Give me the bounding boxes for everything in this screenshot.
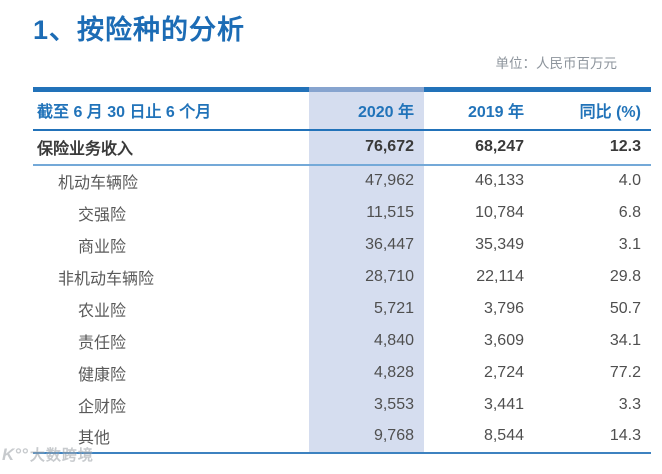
- row-label: 农业险: [78, 302, 127, 320]
- row-value-2019: 2,724: [483, 363, 524, 381]
- row-value-2019: 35,349: [475, 235, 524, 253]
- column-header-2020: 2020 年: [309, 87, 424, 131]
- table-body: 保险业务收入 76,672 68,247 12.3 机动车辆险 47,962 4…: [33, 129, 651, 453]
- row-value-2020: 36,447: [309, 228, 424, 261]
- row-value-2019: 3,796: [483, 299, 524, 317]
- table-row: 非机动车辆险 28,710 22,114 29.8: [33, 260, 651, 293]
- watermark-logo-icon: K°°: [2, 444, 28, 464]
- row-value-2019: 22,114: [476, 267, 524, 285]
- row-value-2020: 11,515: [309, 196, 424, 229]
- row-value-yoy: 3.1: [618, 235, 641, 253]
- column-header-yoy: 同比 (%): [534, 87, 651, 131]
- insurance-analysis-table: 截至 6 月 30 日止 6 个月 2020 年 2019 年 同比 (%) 保…: [33, 87, 651, 454]
- row-label: 健康险: [78, 366, 127, 384]
- row-label: 保险业务收入: [37, 141, 134, 158]
- row-value-2020: 3,553: [309, 388, 424, 421]
- row-value-yoy: 14.3: [609, 427, 641, 444]
- column-header-period: 截至 6 月 30 日止 6 个月: [33, 87, 309, 131]
- row-value-yoy: 6.8: [618, 203, 641, 221]
- row-value-yoy: 50.7: [609, 299, 641, 317]
- row-label: 责任险: [78, 334, 127, 352]
- table-header-row: 截至 6 月 30 日止 6 个月 2020 年 2019 年 同比 (%): [33, 87, 651, 131]
- row-value-2019: 10,784: [475, 203, 524, 221]
- row-value-2020: 4,840: [309, 324, 424, 357]
- row-value-yoy: 3.3: [618, 395, 641, 413]
- row-value-2019: 68,247: [475, 138, 524, 155]
- row-value-yoy: 29.8: [609, 267, 641, 285]
- table-row: 交强险 11,515 10,784 6.8: [33, 196, 651, 229]
- table-row: 健康险 4,828 2,724 77.2: [33, 356, 651, 389]
- column-header-2019: 2019 年: [424, 87, 534, 131]
- row-value-yoy: 34.1: [609, 331, 641, 349]
- row-value-2019: 3,441: [483, 395, 524, 413]
- row-label: 机动车辆险: [58, 175, 139, 192]
- table-row: 商业险 36,447 35,349 3.1: [33, 228, 651, 261]
- row-label: 商业险: [78, 238, 127, 256]
- row-label: 非机动车辆险: [58, 270, 155, 288]
- row-value-2020: 9,768: [309, 420, 424, 453]
- row-value-2020: 28,710: [309, 260, 424, 293]
- row-label: 交强险: [78, 206, 127, 224]
- table-row: 其他 9,768 8,544 14.3: [33, 420, 651, 453]
- row-value-2019: 46,133: [475, 172, 524, 189]
- table-row: 企财险 3,553 3,441 3.3: [33, 388, 651, 421]
- row-value-2019: 3,609: [483, 331, 524, 349]
- table-row: 保险业务收入 76,672 68,247 12.3: [33, 129, 651, 165]
- row-value-2020: 47,962: [309, 164, 424, 197]
- row-value-2020: 5,721: [309, 292, 424, 325]
- table-row: 机动车辆险 47,962 46,133 4.0: [33, 164, 651, 197]
- row-label: 企财险: [78, 398, 127, 416]
- row-value-yoy: 77.2: [609, 363, 641, 381]
- row-value-yoy: 4.0: [618, 172, 641, 189]
- page-title: 1、按险种的分析: [33, 15, 246, 45]
- row-value-2020: 76,672: [309, 129, 424, 165]
- row-value-2020: 4,828: [309, 356, 424, 389]
- row-value-yoy: 12.3: [609, 138, 641, 155]
- unit-label: 单位：人民币百万元: [495, 56, 618, 71]
- row-value-2019: 8,544: [483, 427, 524, 444]
- table-row: 农业险 5,721 3,796 50.7: [33, 292, 651, 325]
- table-row: 责任险 4,840 3,609 34.1: [33, 324, 651, 357]
- row-label: 其他: [78, 430, 111, 447]
